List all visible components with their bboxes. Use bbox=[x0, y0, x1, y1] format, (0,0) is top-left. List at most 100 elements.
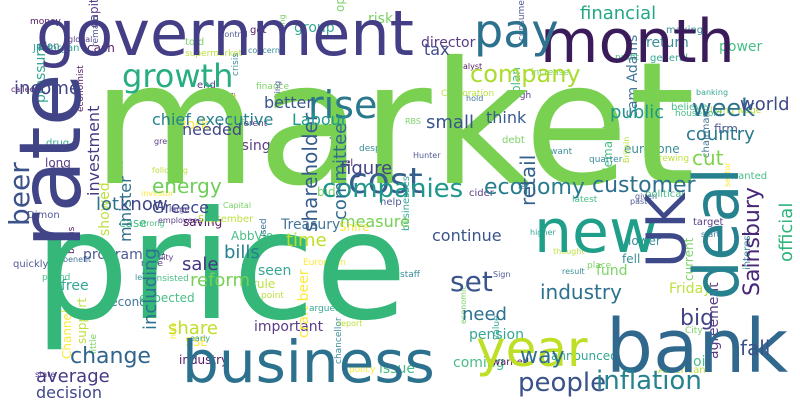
word-small: argued bbox=[309, 304, 341, 314]
word-small: political bbox=[645, 189, 685, 200]
word-small: RBS bbox=[405, 117, 421, 126]
word-small: start bbox=[701, 230, 720, 239]
word-figure: figure bbox=[340, 158, 393, 179]
word-market: market bbox=[92, 26, 696, 224]
word-month: month bbox=[540, 7, 735, 77]
word-small: green bbox=[154, 137, 178, 146]
word-minister: minister bbox=[116, 176, 135, 242]
word-small: despite bbox=[359, 144, 393, 154]
word-small: thought bbox=[553, 247, 585, 256]
word-pay: pay bbox=[474, 4, 559, 58]
word-change: change bbox=[70, 344, 151, 369]
word-labour: Labour bbox=[292, 110, 348, 129]
word-company: company bbox=[470, 60, 581, 88]
word-continue: continue bbox=[432, 226, 502, 245]
word-small: return bbox=[646, 35, 689, 51]
word-small: cider bbox=[469, 188, 494, 199]
word-small: brewing bbox=[653, 154, 690, 164]
word-small: steel bbox=[329, 158, 354, 169]
word-sale: sale bbox=[182, 254, 219, 275]
word-small: group bbox=[294, 20, 335, 36]
word-world: world bbox=[740, 94, 790, 115]
word-small: quality bbox=[146, 253, 174, 262]
word-small: fund bbox=[596, 263, 628, 279]
word-small: City bbox=[685, 326, 703, 336]
word-beer: beer bbox=[3, 162, 36, 226]
word-cost: cost bbox=[348, 161, 423, 202]
word-small: seen bbox=[258, 263, 292, 279]
word-greece: Greece bbox=[152, 198, 209, 217]
word-small: raise bbox=[141, 259, 163, 269]
word-small: living wage bbox=[710, 106, 762, 116]
word-small: saving bbox=[183, 215, 223, 229]
word-small: higher bbox=[530, 228, 556, 237]
word-small: money bbox=[30, 17, 61, 27]
word-industry: industry bbox=[540, 280, 622, 304]
word-small: warned bbox=[492, 357, 530, 368]
word-income: income bbox=[14, 78, 80, 99]
word-investment: investment bbox=[84, 105, 103, 196]
word-small: policy bbox=[349, 365, 376, 375]
word-fall: fall bbox=[740, 336, 771, 360]
word-small: plan bbox=[38, 41, 60, 52]
word-small: different bbox=[229, 119, 268, 129]
word-small: early bbox=[190, 334, 211, 343]
word-small: Shire bbox=[339, 220, 370, 234]
word-small: power bbox=[719, 39, 763, 55]
word-measure: measure bbox=[340, 212, 410, 231]
word-needed: needed bbox=[182, 120, 242, 139]
word-way: way bbox=[520, 344, 565, 369]
word-rise: rise bbox=[308, 83, 378, 127]
word-economy: economy bbox=[484, 175, 585, 200]
word-small: state bbox=[35, 370, 56, 379]
word-set: set bbox=[450, 265, 493, 298]
word-small: director bbox=[421, 35, 476, 51]
word-small: JPMorgan bbox=[33, 43, 80, 54]
word-inflation: inflation bbox=[596, 366, 702, 396]
word-small: risk bbox=[368, 11, 394, 27]
word-small: end bbox=[197, 80, 216, 91]
word-small: employees bbox=[158, 216, 202, 225]
word-small: issue bbox=[379, 361, 415, 377]
word-small: banking bbox=[696, 88, 729, 97]
word-small: staff bbox=[400, 270, 420, 280]
word-small: cash bbox=[87, 41, 115, 55]
word-sainsbury: Sainsbury bbox=[740, 187, 765, 296]
word-average: average bbox=[36, 366, 110, 387]
word-need: need bbox=[462, 304, 507, 325]
word-small: increase bbox=[531, 68, 569, 78]
word-small: household bbox=[675, 109, 722, 119]
word-small: Treasury bbox=[281, 217, 341, 233]
word-small: quarter bbox=[589, 155, 623, 165]
word-small: coming bbox=[453, 355, 505, 371]
word-small: called bbox=[11, 85, 35, 94]
word-cut: cut bbox=[692, 146, 724, 170]
word-small: benefit bbox=[63, 255, 92, 264]
word-small: firm bbox=[714, 122, 738, 136]
word-small: report bbox=[338, 319, 363, 328]
word-small: lower bbox=[628, 234, 661, 248]
word-small: SSE bbox=[185, 335, 208, 349]
word-small: place bbox=[587, 261, 612, 271]
word-small: rule bbox=[252, 277, 276, 291]
word-bank: bank bbox=[606, 304, 789, 390]
word-financial: financial bbox=[580, 3, 657, 24]
word-small: Friday bbox=[669, 281, 712, 297]
word-small: industry bbox=[179, 353, 229, 367]
word-small: fell bbox=[622, 252, 641, 266]
word-small: work bbox=[175, 117, 209, 133]
word-small: global bbox=[68, 35, 93, 44]
word-lot: lot bbox=[96, 194, 120, 215]
word-growth: growth bbox=[122, 57, 234, 95]
word-small: bid bbox=[317, 185, 336, 199]
word-know: know bbox=[120, 194, 168, 215]
word-small: result bbox=[562, 267, 585, 276]
word-customer: customer bbox=[592, 173, 696, 198]
word-business: business bbox=[182, 328, 435, 396]
word-new: new bbox=[534, 197, 659, 267]
word-small: programme bbox=[83, 247, 166, 263]
word-small: oil bbox=[693, 354, 710, 370]
word-small: Hunter bbox=[413, 151, 441, 160]
word-shareholder: shareholder bbox=[298, 112, 322, 232]
